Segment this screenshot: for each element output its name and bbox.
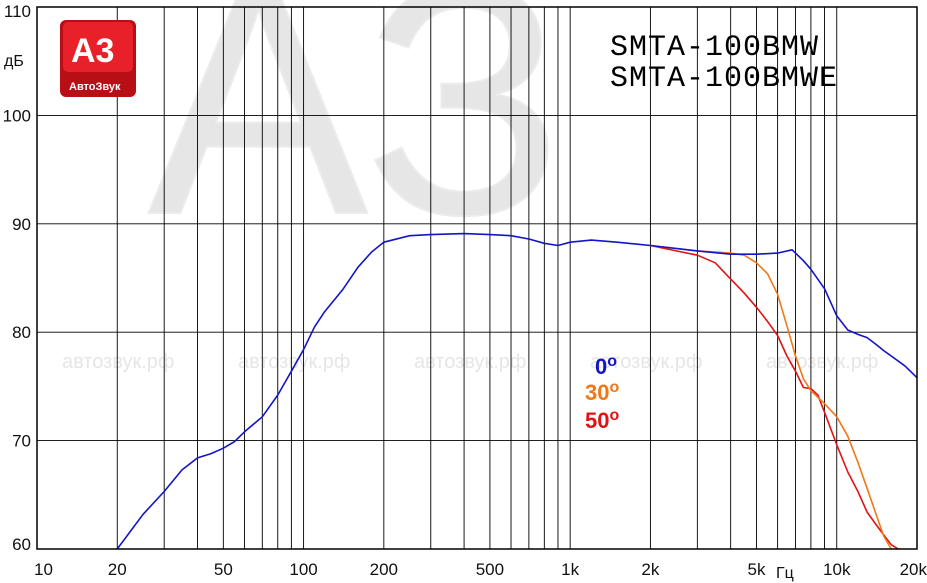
legend-0deg-degree: o — [607, 353, 617, 370]
x-tick-label: 20k — [900, 560, 927, 579]
y-tick-label: 110 — [4, 2, 31, 21]
logo-highlight — [63, 22, 133, 72]
legend-50deg-value: 50 — [585, 408, 609, 433]
y-tick-label: 80 — [12, 323, 31, 342]
series-line-50deg — [650, 244, 899, 550]
watermark: АЗ автозвук.рф автозвук.рф автозвук.рф а… — [62, 0, 878, 373]
logo-a3-text: А3 — [71, 32, 114, 70]
legend-50deg-degree: o — [609, 407, 619, 424]
watermark-text-5: автозвук.рф — [766, 351, 878, 373]
x-tick-label: 1k — [561, 560, 579, 579]
chart-title-line-2: SMTA-100BMWE — [610, 62, 838, 96]
y-axis-label: дБ — [4, 53, 24, 70]
x-axis-label: Гц — [776, 565, 794, 582]
y-tick-label: 60 — [12, 535, 31, 554]
x-tick-label: 10k — [823, 560, 851, 579]
x-tick-label: 5k — [748, 560, 766, 579]
watermark-text-2: автозвук.рф — [238, 351, 350, 373]
chart-title-line-1: SMTA-100BMW — [610, 31, 819, 65]
legend: 0o 30o 50o — [585, 353, 619, 433]
logo-subtitle: АвтоЗвук — [69, 81, 121, 93]
x-tick-label: 500 — [476, 560, 504, 579]
x-tick-label: 10 — [34, 560, 53, 579]
y-tick-label: 70 — [12, 432, 31, 451]
legend-30deg-degree: o — [609, 379, 619, 396]
series-line-30deg — [650, 244, 892, 550]
x-tick-label: 100 — [289, 560, 317, 579]
watermark-logo: АЗ — [148, 0, 564, 283]
curves — [116, 232, 918, 550]
x-tick-label: 200 — [370, 560, 398, 579]
legend-30deg: 30o — [585, 379, 619, 405]
plot-frame — [36, 6, 918, 550]
x-tick-label: 20 — [108, 560, 127, 579]
x-tick-label: 2k — [641, 560, 659, 579]
x-tick-label: 50 — [214, 560, 233, 579]
y-tick-label: 100 — [3, 106, 31, 125]
watermark-text-3: автозвук.рф — [414, 351, 526, 373]
legend-0deg-value: 0 — [595, 354, 607, 379]
watermark-text-1: автозвук.рф — [62, 351, 174, 373]
a3-logo: А3 АвтоЗвук — [60, 20, 136, 97]
tick-labels: 10 20 50 100 200 500 1k 2k 5k 10k 20k6070809010011… — [3, 2, 927, 579]
legend-50deg: 50o — [585, 407, 619, 433]
legend-30deg-value: 30 — [585, 380, 609, 405]
watermark-text-4: автозвук.рф — [590, 351, 702, 373]
y-tick-label: 90 — [12, 215, 31, 234]
legend-0deg: 0o — [595, 353, 617, 379]
series-line-0deg — [116, 232, 918, 550]
